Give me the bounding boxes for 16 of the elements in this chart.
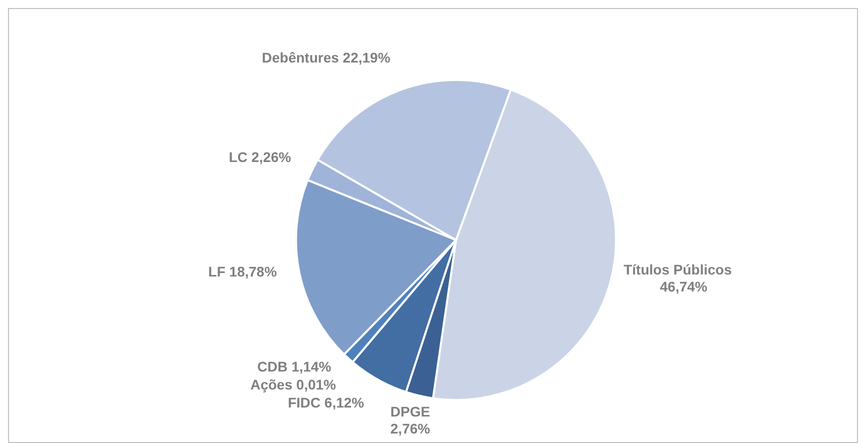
slice-label: Títulos Públicos <box>624 261 732 278</box>
data-label: 2,76% <box>390 420 431 437</box>
slice-label: Debêntures <box>262 50 339 66</box>
data-label: 2,26% <box>251 148 292 165</box>
slice-label: LC <box>228 148 248 165</box>
data-label: 0,01% <box>296 376 336 393</box>
data-label: 1,14% <box>291 358 332 375</box>
data-label: 18,78% <box>229 263 277 280</box>
slice-label: CDB <box>257 358 288 375</box>
slice-label: DPGE <box>390 404 430 420</box>
data-label: 6,12% <box>324 394 364 411</box>
slice-label: Ações <box>250 376 292 393</box>
data-label: 46,74% <box>660 278 708 294</box>
data-label: 22,19% <box>342 50 390 66</box>
slice-label: FIDC <box>288 394 321 411</box>
slice-label: LF <box>208 263 226 280</box>
